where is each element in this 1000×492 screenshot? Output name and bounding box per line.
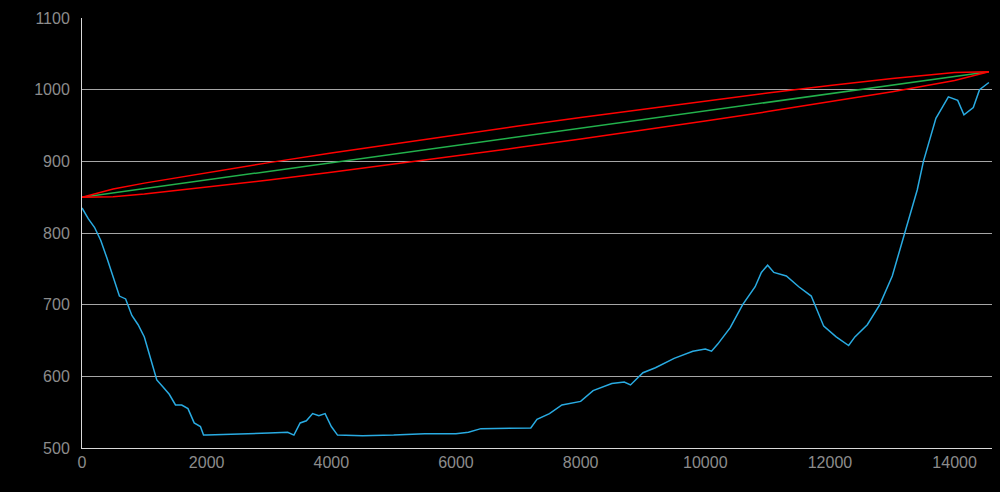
svg-text:14000: 14000 (932, 454, 977, 471)
svg-text:700: 700 (43, 296, 70, 313)
svg-text:6000: 6000 (438, 454, 474, 471)
svg-text:900: 900 (43, 153, 70, 170)
svg-text:4000: 4000 (314, 454, 350, 471)
svg-text:12000: 12000 (808, 454, 853, 471)
svg-text:1100: 1100 (35, 10, 70, 27)
svg-text:600: 600 (43, 368, 70, 385)
svg-text:800: 800 (43, 225, 70, 242)
svg-text:0: 0 (78, 454, 87, 471)
svg-text:10000: 10000 (683, 454, 728, 471)
svg-text:1000: 1000 (34, 81, 70, 98)
svg-text:2000: 2000 (189, 454, 225, 471)
svg-text:500: 500 (43, 440, 70, 457)
svg-text:8000: 8000 (563, 454, 599, 471)
